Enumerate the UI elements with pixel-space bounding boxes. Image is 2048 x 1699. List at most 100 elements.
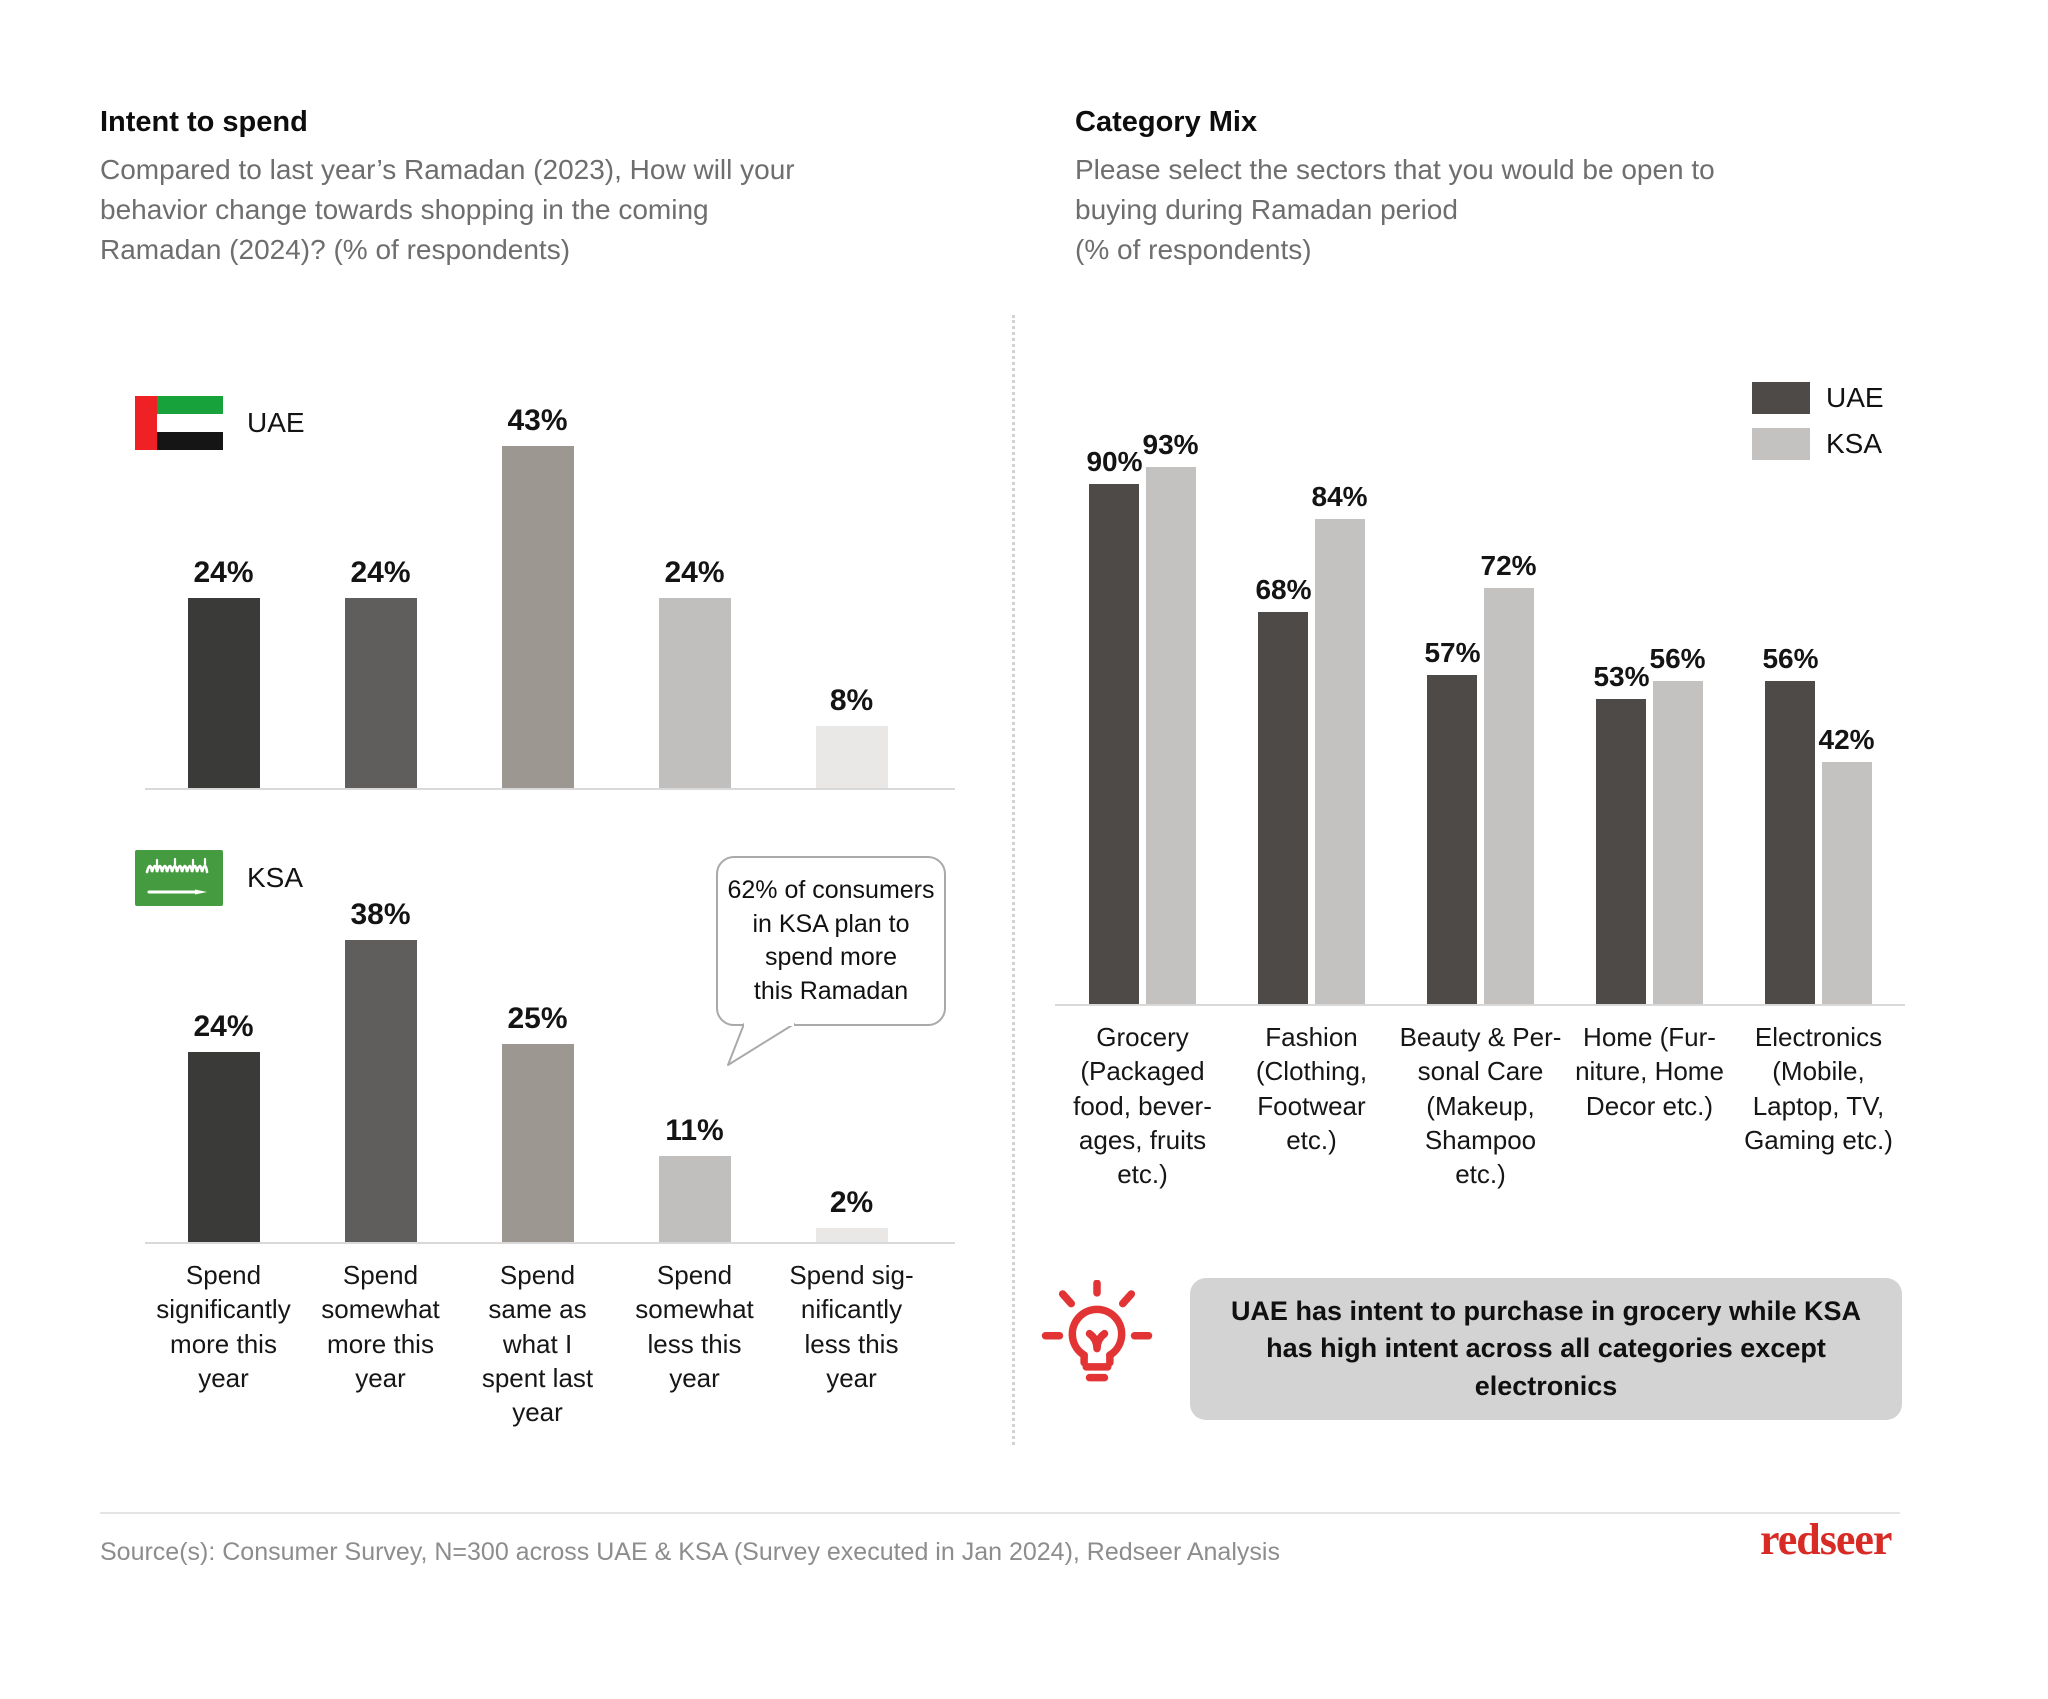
bar-slot: 24% [616,556,773,790]
bar [1765,681,1816,1006]
panel-divider [1012,315,1015,1445]
bar-column: 56% [1762,643,1819,1006]
bar [815,726,888,790]
right-chart-category-labels: Grocery (Packaged food, bever- ages, fru… [1058,1020,1903,1192]
insight-callout: UAE has intent to purchase in grocery wh… [1190,1278,1902,1420]
legend-item-ksa: KSA [1752,428,1884,460]
bar [1089,484,1140,1006]
left-chart-title: Intent to spend [100,106,308,138]
ksa-flag-icon [135,850,223,906]
ksa-bar-chart: 24% 38% 25% 11% 2% [145,842,930,1244]
bar [1652,681,1703,1006]
bar-value-label: 38% [350,898,411,931]
uae-chart-baseline [145,788,955,790]
legend-label-uae: UAE [1826,382,1884,413]
uae-flag-icon [135,396,223,450]
callout-text: 62% of consumers in KSA plan to spend mo… [716,856,946,1026]
right-chart-subtitle: Please select the sectors that you would… [1075,154,1715,265]
bar-slot: 43% [459,404,616,790]
right-chart-title: Category Mix [1075,106,1258,138]
bar-value-label: 24% [664,556,725,589]
uae-swatch [1752,382,1810,414]
bar-group: 68% 84% [1227,481,1396,1006]
footer-divider [100,1512,1900,1514]
ksa-swatch [1752,428,1810,460]
category-label: Spend same as what I spent last year [481,1260,594,1428]
bar-slot: 25% [459,1002,616,1244]
bar [344,940,417,1244]
bar [344,598,417,790]
bar-value-label: 56% [1762,643,1819,675]
bar-column: 84% [1312,481,1368,1006]
bar [1596,698,1647,1006]
bar-slot: 11% [616,1114,773,1244]
bar-value-label: 84% [1311,480,1368,512]
bar [187,1052,260,1244]
bar-value-label: 2% [829,1186,874,1219]
bar-slot: 38% [302,898,459,1244]
bar-value-label: 24% [193,1010,254,1043]
uae-bar-chart: 24% 24% 43% 24% 8% [145,388,930,790]
bar-column: 90% [1086,446,1143,1006]
bar-value-label: 25% [507,1002,568,1035]
bar [501,446,574,790]
category-mix-bar-chart: 90% 93% 68% 84% 57% 72% 53% 56% 56% 42% [1058,386,1903,1006]
bar [1427,675,1478,1006]
category-label: Grocery (Packaged food, bever- ages, fru… [1073,1022,1212,1190]
ksa-chart-baseline [145,1242,955,1244]
bar-slot: 8% [773,684,930,790]
bar-column: 53% [1593,661,1650,1006]
bar-value-label: 68% [1255,573,1312,605]
bar-value-label: 72% [1480,550,1537,582]
ksa-legend-label: KSA [247,862,304,893]
bar-slot: 2% [773,1186,930,1244]
source-note: Source(s): Consumer Survey, N=300 across… [100,1538,1280,1566]
bar-value-label: 90% [1086,446,1143,477]
bar [658,1156,731,1244]
right-chart-legend: UAE KSA [1752,382,1884,474]
bar-value-label: 93% [1142,428,1199,460]
legend-label-ksa: KSA [1826,428,1883,459]
category-label: Beauty & Per- sonal Care (Makeup, Shampo… [1399,1022,1562,1190]
category-label: Fashion (Clothing, Footwear etc.) [1255,1022,1368,1155]
bar-value-label: 43% [507,404,568,437]
category-mix-baseline [1055,1004,1905,1006]
bar-column: 68% [1255,573,1312,1006]
category-label: Home (Fur- niture, Home Decor etc.) [1575,1022,1724,1121]
bar-value-label: 11% [665,1114,724,1147]
bar-column: 93% [1143,429,1199,1006]
bar [1258,611,1309,1006]
category-label: Spend sig- nificantly less this year [789,1260,914,1393]
ksa-legend: KSA [135,850,303,906]
bar [815,1228,888,1244]
bar-value-label: 8% [829,684,874,717]
bar-slot: 24% [145,556,302,790]
bar-column: 57% [1424,637,1481,1006]
bar [501,1044,574,1244]
category-label: Spend somewhat more this year [321,1260,440,1393]
bar-value-label: 57% [1424,637,1481,669]
bar-group: 53% 56% [1565,643,1734,1006]
category-label: Spend significantly more this year [156,1260,291,1393]
bar [1483,588,1534,1006]
left-chart-category-labels: Spend significantly more this year Spend … [145,1258,930,1430]
redseer-logo: redseer [1760,1515,1892,1564]
bar-group: 90% 93% [1058,429,1227,1006]
bar-value-label: 24% [350,556,411,589]
bar-column: 72% [1481,550,1537,1006]
bar-value-label: 24% [193,556,254,589]
bar-column: 42% [1819,724,1875,1006]
legend-item-uae: UAE [1752,382,1884,414]
bar-value-label: 42% [1818,724,1875,756]
bar [1821,762,1872,1006]
bar-slot: 24% [145,1010,302,1244]
bar [187,598,260,790]
callout-bubble: 62% of consumers in KSA plan to spend mo… [716,856,946,1066]
bar-group: 56% 42% [1734,643,1903,1006]
bar [1145,466,1196,1006]
left-chart-subtitle: Compared to last year’s Ramadan (2023), … [100,154,795,265]
bar [658,598,731,790]
bar-group: 57% 72% [1396,550,1565,1006]
category-label: Electronics (Mobile, Laptop, TV, Gaming … [1744,1022,1893,1155]
uae-legend: UAE [135,396,305,450]
